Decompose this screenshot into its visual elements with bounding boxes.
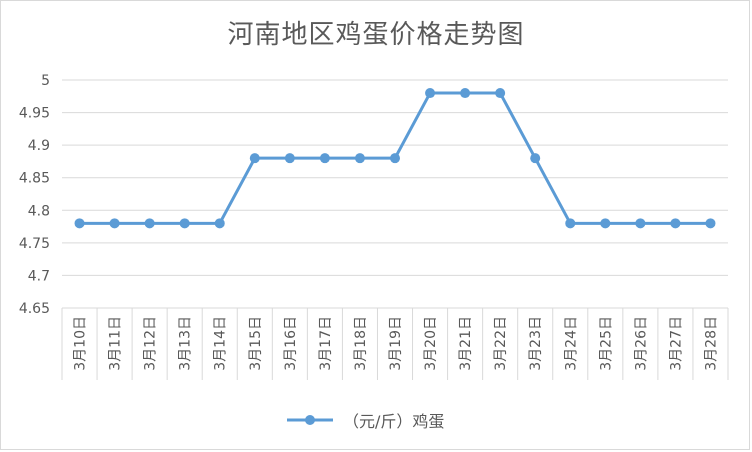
y-tick-label: 4.9 [28,138,50,154]
x-tick-label: 3月17日 [318,316,334,371]
y-tick-label: 4.65 [19,301,50,317]
x-tick-label: 3月14日 [213,316,229,371]
data-point [214,218,225,229]
y-tick-label: 4.75 [19,236,50,252]
y-tick-label: 4.85 [19,171,50,187]
x-tick-label: 3月10日 [73,316,89,371]
legend-marker [287,415,333,425]
chart-title: 河南地区鸡蛋价格走势图 [227,20,525,50]
x-tick-label: 3月12日 [143,316,159,371]
x-tick-label: 3月25日 [598,316,614,371]
data-point [74,218,85,229]
x-tick-label: 3月24日 [563,316,579,371]
data-point [530,153,541,164]
x-tick-label: 3月22日 [493,316,509,371]
data-point [390,153,400,164]
data-point [635,218,646,229]
data-point [284,153,295,164]
x-tick-label: 3月11日 [108,316,124,371]
data-point [109,218,120,229]
x-tick-label: 3月13日 [178,316,194,371]
x-tick-label: 3月19日 [388,316,404,371]
x-tick-label: 3月18日 [353,316,369,371]
data-point [179,218,190,229]
data-point [425,88,436,99]
data-point [565,218,576,229]
data-point [319,153,330,164]
y-tick-label: 4.7 [28,268,50,284]
x-tick-label: 3月23日 [528,316,544,371]
x-tick-label: 3月28日 [703,316,719,371]
x-tick-label: 3月21日 [458,316,474,371]
data-point [460,88,471,99]
legend-label: （元/斤）鸡蛋 [343,412,445,431]
x-tick-label: 3月26日 [633,316,649,371]
x-tick-label: 3月16日 [283,316,299,371]
chart-legend: （元/斤）鸡蛋 [285,408,444,432]
data-point [600,218,611,229]
x-tick-label: 3月27日 [668,316,684,371]
data-point [705,218,716,229]
data-point [249,153,260,164]
data-point [670,218,681,229]
y-tick-label: 5 [41,73,50,89]
x-tick-label: 3月20日 [423,316,439,371]
data-point [144,218,155,229]
data-point [354,153,365,164]
x-tick-label: 3月15日 [248,316,264,371]
y-tick-label: 4.95 [19,106,50,122]
y-tick-label: 4.8 [28,203,50,219]
data-point [495,88,506,99]
